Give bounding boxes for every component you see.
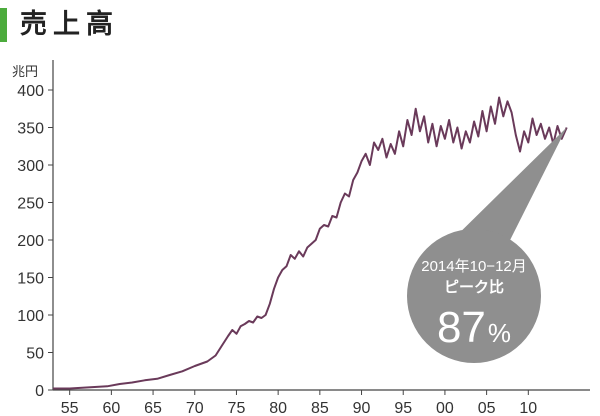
series-layer: [53, 96, 568, 390]
y-tick-label: 350: [17, 121, 44, 138]
callout-circle: [407, 229, 541, 363]
chart-title: 売上高: [20, 9, 119, 40]
peak-ratio-callout: 2014年10−12月 ピーク比 87%: [407, 127, 567, 363]
callout-label: ピーク比: [444, 278, 504, 296]
x-tick-label: 95: [394, 400, 412, 416]
callout-period: 2014年10−12月: [421, 258, 527, 275]
x-tick-label: 55: [61, 400, 79, 416]
sales-series-line: [53, 96, 568, 390]
y-tick-label: 300: [17, 158, 44, 175]
callout-pointer: [440, 127, 567, 256]
y-axis: 0 50 100 150 200 250 300 350 400: [17, 60, 54, 400]
y-tick-label: 50: [26, 346, 44, 363]
y-tick-label: 250: [17, 196, 44, 213]
x-tick-label: 60: [102, 400, 120, 416]
y-tick-label: 100: [17, 308, 44, 325]
title-accent-bar: [0, 8, 7, 42]
x-tick-label: 10: [519, 400, 537, 416]
x-tick-label: 00: [436, 400, 454, 416]
x-tick-label: 80: [269, 400, 287, 416]
x-axis: 55 60 65 70 75 80 85 90 95 00 05 10: [53, 389, 590, 416]
y-tick-label: 0: [35, 383, 44, 400]
x-tick-label: 85: [311, 400, 329, 416]
x-tick-label: 90: [353, 400, 371, 416]
callout-value: 87%: [437, 303, 511, 352]
x-tick-label: 75: [228, 400, 246, 416]
x-tick-label: 70: [186, 400, 204, 416]
y-tick-label: 400: [17, 83, 44, 100]
callout-number: 87: [437, 303, 486, 352]
callout-unit: %: [488, 318, 511, 348]
y-axis-unit: 兆円: [12, 65, 38, 80]
x-tick-label: 65: [144, 400, 162, 416]
x-tick-label: 05: [478, 400, 496, 416]
y-tick-label: 200: [17, 233, 44, 250]
y-tick-label: 150: [17, 271, 44, 288]
